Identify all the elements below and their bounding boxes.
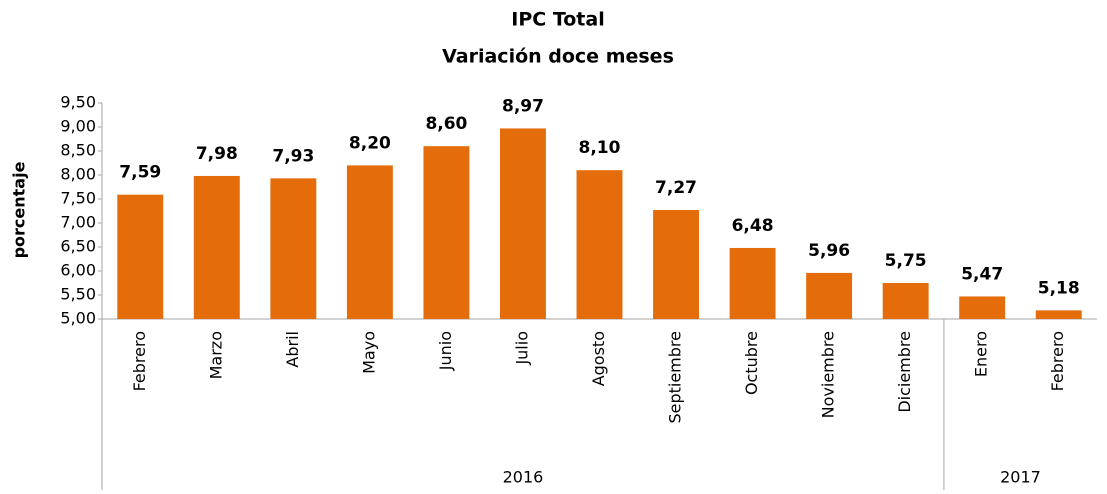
value-label: 5,96 [808, 241, 850, 261]
y-tick-label: 9,50 [60, 93, 96, 112]
bar [576, 170, 623, 319]
bar [270, 178, 317, 319]
value-label: 5,18 [1038, 278, 1080, 298]
bar [193, 175, 240, 319]
bar [1035, 310, 1082, 319]
x-tick-label: Abril [283, 331, 302, 368]
y-tick-label: 6,00 [60, 261, 96, 280]
bar [806, 272, 853, 319]
x-tick-label: Enero [972, 331, 991, 377]
x-tick-label: Agosto [589, 331, 608, 386]
bar [959, 296, 1006, 319]
value-label: 8,60 [425, 114, 467, 134]
group-label: 2016 [503, 468, 544, 487]
x-tick-label: Febrero [1048, 331, 1067, 391]
bar [729, 247, 776, 319]
bar [500, 128, 546, 319]
value-label: 7,59 [119, 163, 161, 183]
value-label: 8,10 [579, 138, 621, 158]
value-label: 5,75 [885, 251, 927, 271]
x-tick-label: Febrero [130, 331, 149, 391]
value-label: 7,27 [655, 178, 697, 198]
chart-subtitle: Variación doce meses [442, 46, 674, 68]
bar [882, 283, 929, 319]
value-label: 6,48 [732, 216, 774, 236]
group-label: 2017 [1000, 468, 1041, 487]
x-tick-label: Septiembre [666, 331, 685, 424]
y-tick-label: 7,50 [60, 189, 96, 208]
y-tick-label: 5,50 [60, 285, 96, 304]
y-tick-label: 8,50 [60, 141, 96, 160]
x-tick-label: Diciembre [895, 331, 914, 413]
y-tick-label: 8,00 [60, 165, 96, 184]
chart-title: IPC Total [511, 9, 604, 31]
value-label: 7,98 [196, 144, 238, 164]
value-label: 8,97 [502, 96, 544, 116]
x-tick-label: Junio [436, 331, 455, 371]
bar [423, 146, 470, 319]
x-tick-label: Mayo [359, 331, 378, 374]
x-tick-label: Octubre [742, 331, 761, 395]
bar [117, 194, 164, 319]
x-tick-label: Julio [512, 331, 531, 366]
y-tick-label: 6,50 [60, 237, 96, 256]
y-tick-label: 5,00 [60, 309, 96, 328]
bar [653, 210, 699, 319]
y-axis-label: porcentaje [10, 161, 29, 258]
x-tick-label: Noviembre [819, 331, 838, 418]
value-label: 5,47 [961, 264, 1003, 284]
y-tick-label: 9,00 [60, 117, 96, 136]
bar [346, 165, 393, 319]
x-tick-label: Marzo [206, 331, 225, 379]
y-tick-label: 7,00 [60, 213, 96, 232]
value-label: 7,93 [272, 146, 314, 166]
value-label: 8,20 [349, 133, 391, 153]
